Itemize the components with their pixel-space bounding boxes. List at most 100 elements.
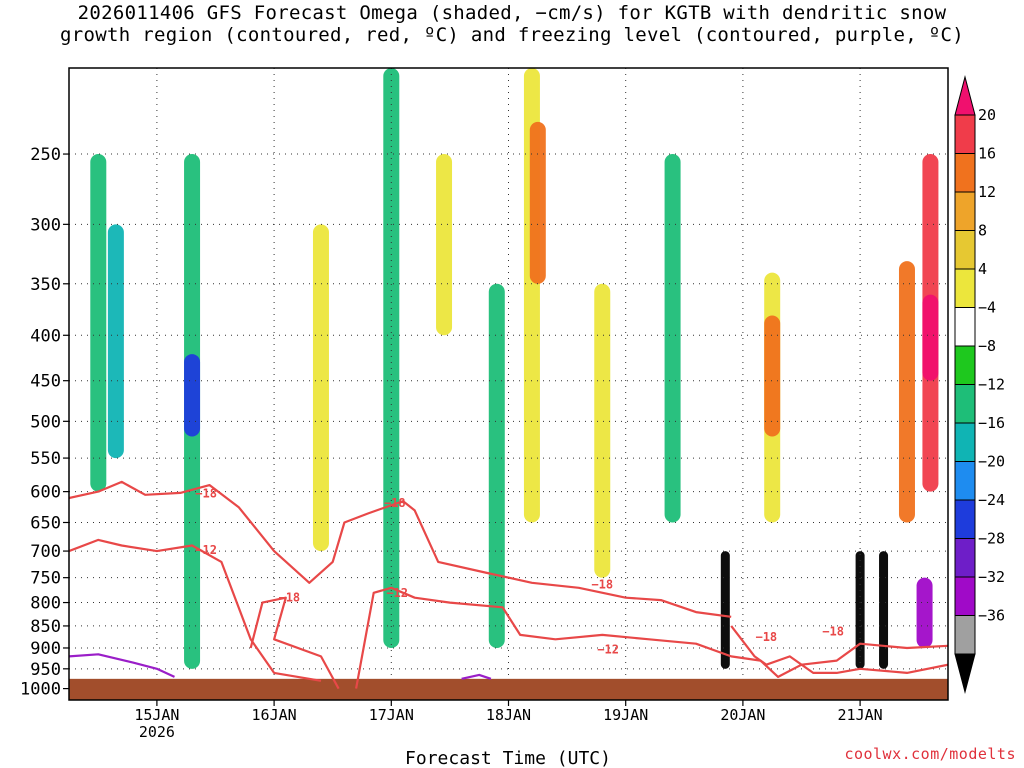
omega-region-11: [664, 154, 681, 523]
y-tick-label-900: 900: [30, 639, 61, 659]
contour-dgz-minus-18-low: [249, 596, 340, 690]
y-tick-label-400: 400: [30, 326, 61, 346]
colorbar-swatch-13: [954, 576, 976, 616]
omega-region-4: [312, 224, 329, 552]
x-tick-label-21JAN: 21JAN: [838, 706, 883, 724]
omega-region-3: [184, 354, 201, 437]
x-tick-label-17JAN: 17JAN: [369, 706, 414, 724]
omega-region-12: [720, 551, 730, 669]
y-tick-label-950: 950: [30, 660, 61, 680]
grid-lines: [69, 68, 948, 700]
y-axis-pressure: 2503003504004505005506006507007508008509…: [20, 145, 69, 700]
y-tick-label-800: 800: [30, 594, 61, 614]
colorbar-swatch-4: [954, 230, 976, 270]
y-tick-label-250: 250: [30, 145, 61, 165]
credit-link[interactable]: coolwx.com/modelts: [844, 745, 1016, 763]
contour-labels: −18 −12 −18 −18 −12 −18 −12 −18 −18: [195, 487, 844, 657]
omega-region-7: [488, 283, 505, 648]
colorbar-label-13: −36: [978, 607, 1005, 625]
colorbar-swatch-14: [954, 615, 976, 655]
x-tick-label-15JAN: 15JAN: [134, 706, 179, 724]
contour-freezing-level-west: [69, 653, 175, 678]
contour-label-7: −18: [755, 630, 777, 644]
colorbar-label-1: 16: [978, 145, 996, 163]
omega-region-9: [529, 121, 546, 284]
contour-dgz-minus-18-east: [730, 625, 948, 674]
y-tick-label-450: 450: [30, 372, 61, 392]
chart-title: 2026011406 GFS Forecast Omega (shaded, −…: [0, 2, 1024, 46]
colorbar-swatch-12: [954, 538, 976, 578]
x-tick-label-18JAN: 18JAN: [486, 706, 531, 724]
contour-dgz-minus-18: [69, 480, 732, 618]
colorbar-label-6: −8: [978, 337, 996, 355]
colorbar-swatch-7: [954, 345, 976, 385]
contour-label-2: −18: [278, 591, 300, 605]
chart-title-line2: growth region (contoured, red, ºC) and f…: [60, 24, 964, 46]
y-tick-label-550: 550: [30, 449, 61, 469]
contour-freezing-level-18jan: [461, 673, 492, 680]
contour-dgz-minus-12-mid: [355, 586, 948, 689]
colorbar-cap-top: [954, 75, 976, 116]
contour-label-5: −18: [591, 577, 613, 591]
omega-region-6: [436, 154, 453, 336]
contour-label-8: −18: [822, 624, 844, 638]
contour-label-4: −12: [386, 586, 408, 600]
omega-region-20: [916, 577, 933, 648]
contour-label-6: −12: [597, 642, 619, 656]
omega-region-0: [90, 154, 107, 492]
colorbar-swatch-8: [954, 384, 976, 424]
colorbar-cap-bottom: [954, 653, 976, 694]
y-tick-label-300: 300: [30, 215, 61, 235]
colorbar-label-3: 8: [978, 222, 987, 240]
x-tick-label-16JAN: 16JAN: [252, 706, 297, 724]
colorbar-swatch-1: [954, 114, 976, 154]
colorbar-label-5: −4: [978, 299, 996, 317]
x-axis-title: Forecast Time (UTC): [405, 748, 611, 768]
colorbar-swatch-9: [954, 422, 976, 462]
contour-label-0: −18: [195, 487, 217, 501]
y-tick-label-700: 700: [30, 542, 61, 562]
x-tick-sublabel: 2026: [139, 723, 175, 741]
colorbar-label-11: −28: [978, 530, 1005, 548]
y-tick-label-650: 650: [30, 513, 61, 533]
colorbar-label-12: −32: [978, 568, 1005, 586]
omega-region-18: [855, 551, 865, 669]
x-tick-label-20JAN: 20JAN: [720, 706, 765, 724]
contour-label-1: −12: [195, 543, 217, 557]
omega-region-15: [898, 261, 915, 523]
contour-lines: [69, 480, 948, 690]
colorbar-label-8: −16: [978, 414, 1005, 432]
omega-region-14: [764, 315, 781, 437]
colorbar-swatch-5: [954, 268, 976, 308]
ground-fill: [69, 678, 948, 700]
y-tick-label-600: 600: [30, 483, 61, 503]
y-tick-label-500: 500: [30, 412, 61, 432]
omega-region-1: [107, 224, 124, 459]
y-tick-label-850: 850: [30, 617, 61, 637]
colorbar-label-4: 4: [978, 260, 987, 278]
colorbar-swatch-10: [954, 461, 976, 501]
colorbar-swatch-6: [954, 307, 976, 347]
colorbar-swatch-11: [954, 499, 976, 539]
y-tick-label-750: 750: [30, 569, 61, 589]
colorbar-swatch-2: [954, 153, 976, 193]
colorbar-label-9: −20: [978, 453, 1005, 471]
omega-region-17: [922, 294, 939, 381]
plot-background: [69, 68, 948, 700]
chart-title-line1: 2026011406 GFS Forecast Omega (shaded, −…: [77, 2, 947, 24]
colorbar: 20 16 12 8 4 −4 −8 −12 −16 −20 −24 −28 −32 −36: [954, 75, 1005, 694]
colorbar-label-7: −12: [978, 376, 1005, 394]
omega-shading: [90, 68, 939, 669]
colorbar-swatch-3: [954, 191, 976, 231]
y-tick-label-350: 350: [30, 275, 61, 295]
y-tick-label-1000: 1000: [20, 680, 61, 700]
contour-label-3: −18: [384, 496, 406, 510]
omega-region-10: [594, 283, 611, 578]
x-tick-label-19JAN: 19JAN: [603, 706, 648, 724]
colorbar-label-2: 12: [978, 183, 996, 201]
colorbar-label-0: 20: [978, 106, 996, 124]
contour-dgz-minus-12: [69, 538, 322, 682]
omega-region-19: [879, 551, 889, 669]
